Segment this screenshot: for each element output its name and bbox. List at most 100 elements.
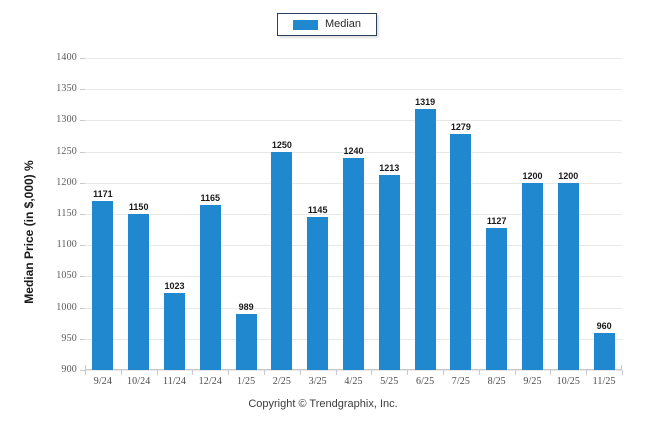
bar[interactable] [271,151,293,370]
y-axis-tick-label: 1300 [56,114,77,126]
bar-group[interactable]: 1023 [157,281,193,370]
x-axis-tick-label: 8/25 [487,376,506,387]
bar-value-label: 1150 [128,202,149,212]
x-axis-tick-label: 4/25 [344,376,363,387]
plot-area: 1171 1150 1023 1165 989 1250 1145 1240 1213 1319 1… [80,58,622,371]
bar-value-label: 1127 [486,216,507,227]
x-axis-tick-mark [264,370,265,375]
y-axis-tick-label: 1250 [56,145,77,157]
y-axis-tick-label: 900 [61,364,77,375]
bar-value-label: 1023 [164,281,185,292]
y-axis-tick-label: 1050 [56,270,77,282]
bar-group[interactable]: 1240 [336,146,372,370]
bar-group[interactable]: 1171 [85,189,121,370]
bar[interactable] [414,108,436,370]
gridline [85,58,622,59]
y-axis-tick-mark [80,182,85,184]
y-axis-tick-mark [80,370,85,371]
bar-group[interactable]: 1279 [443,122,479,370]
bar-group[interactable]: 1319 [407,97,443,370]
y-axis-tick-label: 1000 [56,301,77,313]
bar[interactable] [235,314,257,370]
bar[interactable] [199,204,221,370]
bar-group[interactable]: 960 [586,321,622,370]
y-axis-tick-label: 1400 [56,52,77,63]
x-axis-tick-mark [192,370,194,375]
bar[interactable] [92,200,114,370]
y-axis-title: Median Price (in $,000) % [22,160,36,304]
x-axis-tick-label: 5/25 [380,376,399,387]
x-axis-tick-label: 2/25 [272,376,291,387]
x-axis-tick-label: 10/24 [127,376,151,387]
bar-group[interactable]: 1250 [264,140,300,370]
x-axis-tick-mark [335,370,337,375]
x-axis-tick-label: 3/25 [308,376,327,387]
bar-value-label: 1165 [200,192,221,203]
legend-swatch-median [292,19,318,30]
y-axis-tick-mark [80,245,85,247]
y-axis-tick-mark [80,58,85,59]
bar-group[interactable]: 1165 [192,193,228,370]
y-axis-tick-mark [80,276,85,278]
bar[interactable] [342,157,364,370]
x-axis-tick-mark [622,370,623,375]
bar-group[interactable]: 1145 [300,205,336,370]
x-axis-tick-label: 9/25 [523,376,542,387]
x-axis-tick-label: 11/24 [163,376,186,387]
bar[interactable] [557,182,579,370]
bar-value-label: 1319 [415,96,436,107]
x-axis-tick-mark [371,370,373,375]
x-axis-tick-mark [299,370,301,375]
x-axis-tick-mark [550,370,552,375]
x-axis-tick-mark [514,370,516,375]
gridline [85,89,622,91]
legend-label-median: Median [324,18,362,30]
x-axis-tick-mark [156,370,158,375]
bar-value-label: 1279 [450,121,471,132]
x-axis-left-cap [85,365,86,370]
bar-value-label: 1240 [343,145,364,156]
bar[interactable] [307,217,329,370]
bar-group[interactable]: 1213 [371,163,407,370]
gridline [85,370,622,371]
x-axis-tick-mark [120,370,122,375]
bar-value-label: 1145 [307,205,328,216]
copyright-notice: Copyright © Trendgraphix, Inc. [248,398,398,410]
bar-value-label: 1200 [558,170,579,181]
bar[interactable] [486,228,508,370]
x-axis-tick-label: 6/25 [416,376,435,387]
x-axis-tick-label: 9/24 [93,376,112,387]
bar[interactable] [521,182,543,370]
bar-value-label: 1171 [93,188,113,199]
x-axis-right-cap [621,365,622,370]
gridline [85,120,622,122]
bar[interactable] [378,174,400,370]
gridline [85,151,622,153]
x-axis-tick-mark [443,370,444,375]
bar[interactable] [128,214,150,370]
y-axis-tick-mark [80,338,85,340]
chart-legend[interactable]: Median [277,13,377,36]
x-axis-tick-mark [228,370,230,375]
bar-group[interactable]: 1127 [479,216,515,370]
x-axis-tick-label: 11/25 [592,376,616,387]
y-axis-tick-mark [80,151,85,153]
x-axis-tick-mark [85,370,86,375]
bar[interactable] [163,293,185,370]
x-axis-tick-label: 1/25 [237,376,256,387]
bar-group[interactable]: 1200 [515,171,551,370]
x-axis-tick-label: 10/25 [556,376,580,387]
y-axis-tick-label: 1350 [56,83,77,95]
x-axis-tick-mark [478,370,480,375]
bar-group[interactable]: 1150 [121,202,157,370]
y-axis-tick-label: 1150 [56,208,77,219]
bar-group[interactable]: 989 [228,302,264,370]
bar[interactable] [450,133,472,370]
bar[interactable] [593,332,615,370]
bar-group[interactable]: 1200 [550,171,586,370]
y-axis-tick-mark [80,214,85,215]
y-axis-tick-mark [80,307,85,309]
y-axis-tick-mark [80,120,85,122]
bar-value-label: 1213 [379,162,400,173]
